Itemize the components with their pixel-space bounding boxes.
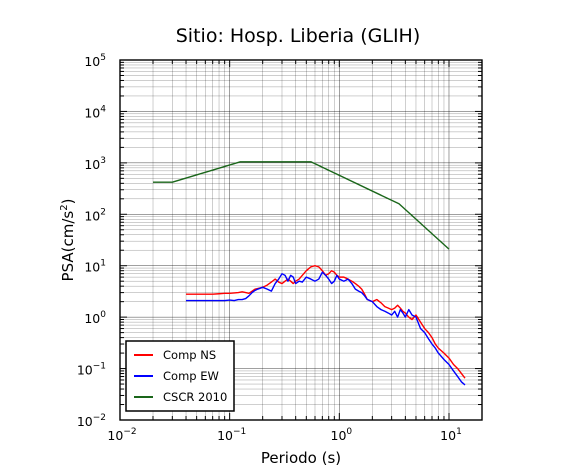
series-line-comp-ns: [186, 265, 466, 379]
y-tick-label: 105: [84, 53, 106, 69]
x-tick-label: 100: [331, 427, 353, 443]
chart-title: Sitio: Hosp. Liberia (GLIH): [176, 25, 421, 47]
y-tick-label: 100: [84, 310, 106, 326]
y-tick-label: 10−1: [77, 362, 106, 378]
series-lines: [153, 161, 466, 386]
legend: Comp NS Comp EW CSCR 2010: [125, 340, 235, 412]
tick-labels: 10−2 10−1 100 101 10−2 10−1 100 101 102 103 104 105: [77, 53, 462, 443]
y-axis-label-base: PSA(cm/s: [59, 211, 77, 282]
x-axis-label: Periodo (s): [261, 449, 341, 467]
y-tick-label: 10−2: [77, 413, 106, 429]
legend-label-cscr-2010: CSCR 2010: [163, 390, 227, 404]
y-tick-label: 102: [84, 207, 106, 223]
grid: [119, 59, 483, 421]
y-axis-label: PSA(cm/s2): [59, 199, 77, 282]
y-axis-label-close: ): [59, 199, 77, 205]
y-tick-label: 101: [84, 259, 106, 275]
x-tick-label: 101: [440, 427, 462, 443]
y-tick-label: 103: [84, 156, 106, 172]
legend-label-comp-ns: Comp NS: [163, 348, 216, 362]
x-tick-label: 10−1: [217, 427, 246, 443]
series-line-comp-ew: [186, 271, 466, 386]
y-axis-label-sup: 2: [59, 204, 70, 210]
axis-ticks: [119, 59, 483, 421]
plot-frame: [119, 59, 483, 421]
y-tick-label: 104: [84, 104, 106, 120]
legend-label-comp-ew: Comp EW: [163, 369, 219, 383]
series-line-cscr-2010: [153, 161, 450, 250]
x-tick-label: 10−2: [107, 427, 136, 443]
